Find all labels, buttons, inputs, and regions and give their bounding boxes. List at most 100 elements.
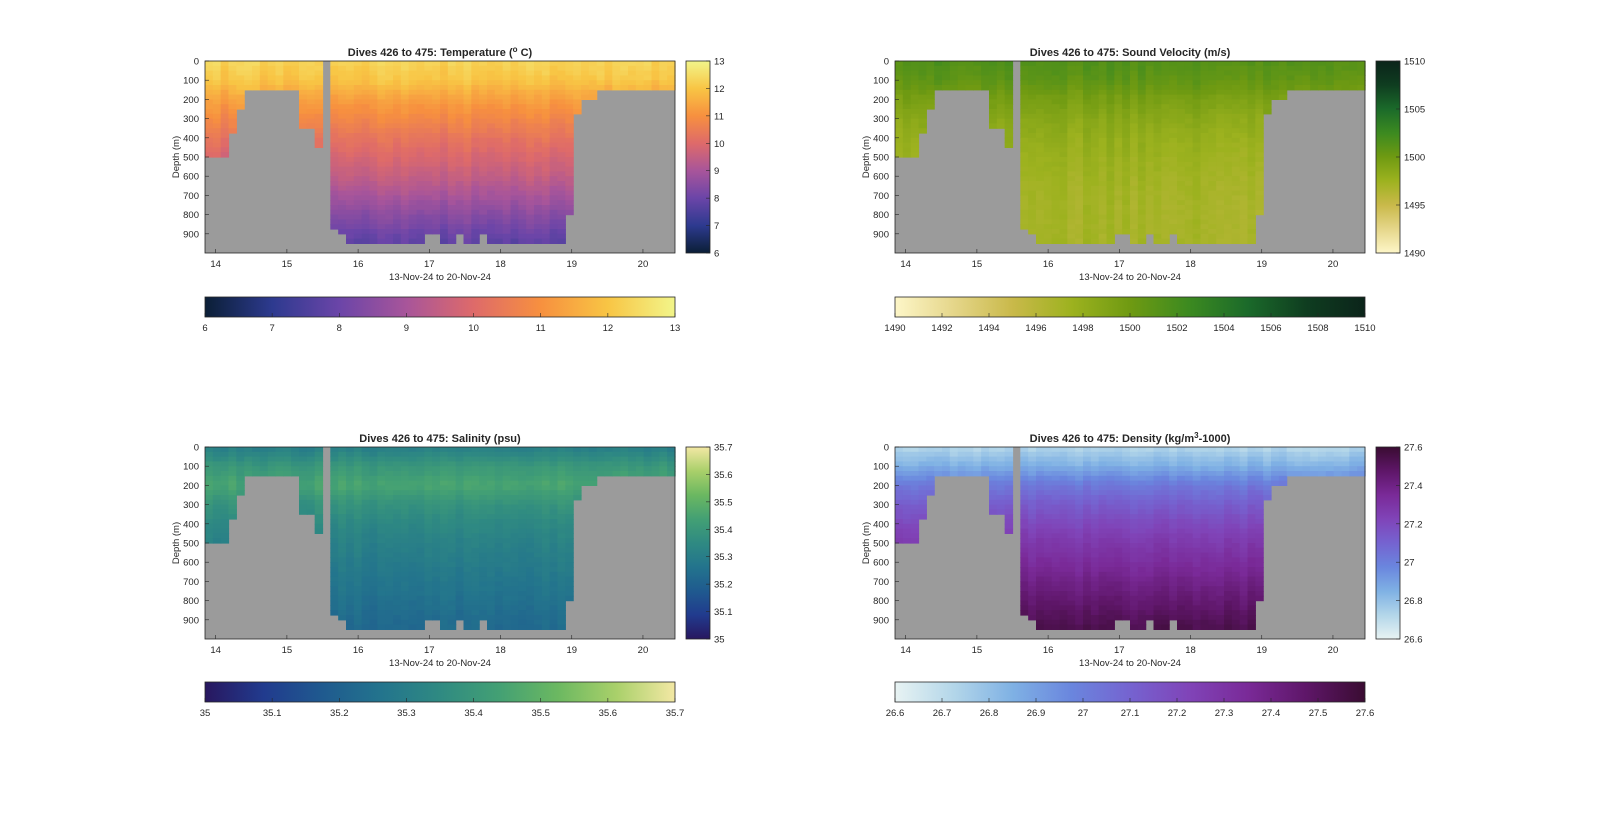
heatmap-cell [471,215,479,220]
heatmap-cell [487,548,495,553]
heatmap-cell [1067,109,1075,114]
heatmap-cell [417,114,425,119]
heatmap-cell [315,104,323,109]
heatmap-cell [1232,143,1240,148]
heatmap-cell [997,485,1005,490]
heatmap-cell [354,80,362,85]
heatmap-cell [1028,471,1036,476]
heatmap-cell [950,461,958,466]
heatmap-cell [1052,128,1060,133]
heatmap-cell [565,509,573,514]
heatmap-cell [1036,239,1044,244]
heatmap-cell [417,476,425,481]
heatmap-cell [370,229,378,234]
heatmap-cell [362,457,370,462]
heatmap-cell [354,625,362,630]
heatmap-cell [409,152,417,157]
heatmap-cell [409,191,417,196]
heatmap-cell [417,505,425,510]
heatmap-cell [1044,119,1052,124]
colorbar-tick-label: 35 [200,708,211,719]
heatmap-cell [1060,176,1068,181]
heatmap-cell [1130,191,1138,196]
heatmap-cell [330,147,338,152]
heatmap-cell [1146,191,1154,196]
heatmap-cell [330,596,338,601]
heatmap-cell [581,75,589,80]
heatmap-cell [1020,514,1028,519]
heatmap-cell [346,557,354,562]
heatmap-cell [1028,138,1036,143]
heatmap-cell [1146,95,1154,100]
heatmap-cell [581,476,589,481]
heatmap-cell [911,95,919,100]
heatmap-cell [550,620,558,625]
heatmap-cell [346,224,354,229]
heatmap-cell [487,572,495,577]
heatmap-cell [1020,195,1028,200]
heatmap-cell [1060,466,1068,471]
heatmap-cell [503,495,511,500]
heatmap-cell [503,61,511,66]
heatmap-cell [542,490,550,495]
heatmap-cell [401,577,409,582]
heatmap-cell [550,610,558,615]
heatmap-cell [1044,543,1052,548]
heatmap-cell [377,128,385,133]
heatmap-cell [487,514,495,519]
heatmap-cell [1075,476,1083,481]
heatmap-cell [448,224,456,229]
heatmap-cell [229,123,237,128]
heatmap-cell [385,572,393,577]
heatmap-cell [229,85,237,90]
heatmap-cell [213,152,221,157]
heatmap-cell [1067,90,1075,95]
heatmap-cell [503,195,511,200]
heatmap-cell [1240,104,1248,109]
heatmap-cell [1067,147,1075,152]
heatmap-cell [338,176,346,181]
heatmap-cell [456,114,464,119]
heatmap-cell [989,495,997,500]
heatmap-cell [1224,205,1232,210]
heatmap-cell [526,461,534,466]
heatmap-cell [1193,157,1201,162]
heatmap-cell [495,553,503,558]
heatmap-cell [934,466,942,471]
heatmap-cell [307,71,315,76]
heatmap-cell [432,224,440,229]
heatmap-cell [456,601,464,606]
heatmap-cell [346,509,354,514]
heatmap-cell [534,119,542,124]
colorbar-tick-label: 12 [603,323,614,334]
heatmap-cell [503,562,511,567]
heatmap-cell [659,447,667,452]
heatmap-cell [377,66,385,71]
heatmap-cell [424,586,432,591]
heatmap-cell [268,71,276,76]
heatmap-cell [260,66,268,71]
heatmap-cell [409,119,417,124]
heatmap-cell [919,485,927,490]
heatmap-cell [432,557,440,562]
heatmap-cell [424,181,432,186]
heatmap-cell [370,557,378,562]
heatmap-cell [534,75,542,80]
heatmap-cell [1036,466,1044,471]
heatmap-cell [1122,71,1130,76]
heatmap-cell [1005,476,1013,481]
heatmap-cell [362,99,370,104]
heatmap-cell [409,481,417,486]
heatmap-cell [487,553,495,558]
heatmap-cell [1083,133,1091,138]
heatmap-cell [424,591,432,596]
heatmap-cell [299,71,307,76]
heatmap-cell [424,195,432,200]
heatmap-cell [346,572,354,577]
heatmap-cell [518,66,526,71]
heatmap-cell [370,572,378,577]
heatmap-cell [1201,162,1209,167]
heatmap-cell [495,162,503,167]
heatmap-cell [542,128,550,133]
heatmap-cell [511,85,519,90]
